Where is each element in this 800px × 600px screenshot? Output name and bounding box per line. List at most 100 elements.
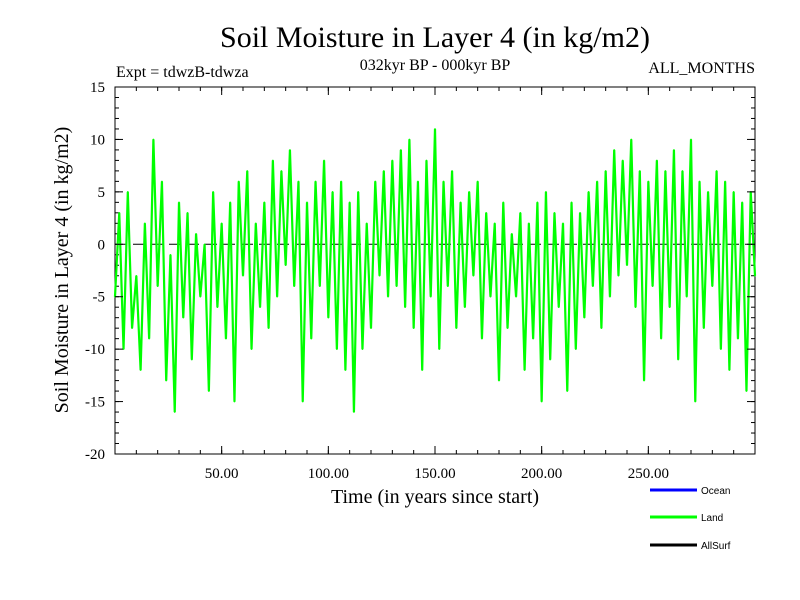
data-point-land [425,159,428,162]
data-point-land [173,411,176,413]
y-tick-label: -5 [93,290,106,306]
data-point-land [216,306,219,309]
data-point-land [613,149,615,151]
data-point-land [412,327,415,329]
data-point-land [728,369,731,371]
data-point-land [455,327,458,329]
data-point-land [485,212,488,214]
data-point-land [651,285,654,288]
data-point-land [528,222,530,225]
data-point-land [724,180,726,183]
data-point-land [400,149,402,151]
data-point-land [301,400,304,403]
data-point-land [566,390,569,392]
data-point-land [319,285,321,288]
data-point-land [545,191,547,193]
data-point-land [165,379,167,382]
data-point-land [703,327,705,329]
data-point-land [451,170,453,172]
data-point-land [395,285,398,288]
data-point-land [575,348,577,350]
data-point-land [711,285,714,288]
y-tick-label: 5 [98,185,106,201]
data-point-land [259,306,261,309]
data-point-land [208,390,210,392]
data-point-land [229,201,231,204]
data-point-land [532,337,534,340]
series-group [113,128,757,413]
data-point-land [191,358,193,361]
data-point-land [127,191,129,193]
x-axis-label: Time (in years since start) [331,486,539,508]
data-point-land [694,400,697,403]
data-point-land [617,274,620,277]
data-point-land [741,201,743,204]
data-point-land [681,170,684,172]
data-point-land [336,348,338,350]
data-point-land [374,180,377,183]
data-point-land [630,138,633,141]
data-point-land [609,295,611,298]
data-point-land [583,316,586,319]
data-point-land [626,264,628,267]
data-point-land [685,295,688,298]
data-point-land [511,233,513,235]
legend-land-label: Land [701,513,723,524]
x-tick-label: 150.00 [414,466,455,482]
data-point-land [250,348,253,350]
data-point-land [289,149,291,151]
data-point-land [421,369,424,371]
chart-title: Soil Moisture in Layer 4 (in kg/m2) [220,21,650,54]
data-point-land [220,222,223,225]
data-point-land [323,159,325,162]
data-point-land [118,212,121,214]
data-point-land [647,180,650,183]
data-point-land [664,170,667,172]
data-point-land [592,285,594,288]
data-point-land [715,170,718,172]
x-tick-label: 250.00 [628,466,669,482]
data-point-land [370,327,372,329]
data-point-land [720,348,722,350]
data-point-land [579,212,581,214]
data-point-land [506,327,509,329]
data-point-land [519,212,522,214]
data-point-land [306,201,308,204]
data-point-land [737,337,739,340]
data-point-land [634,306,637,309]
legend-allsurf-label: AllSurf [701,541,731,552]
data-point-land [225,337,227,340]
data-point-land [387,295,389,298]
y-tick-label: -15 [85,395,105,411]
data-point-land [557,306,560,309]
data-point-land [152,138,155,141]
data-point-land [745,390,748,392]
data-point-land [604,170,607,172]
data-point-land [186,212,189,214]
data-point-land [562,222,564,225]
data-point-land [698,180,701,183]
data-point-land [135,274,138,277]
data-point-land [489,295,492,298]
data-point-land [498,379,500,382]
data-point-land [677,358,679,361]
data-point-land [293,285,296,288]
y-tick-label: -20 [85,447,105,463]
data-point-land [429,295,432,298]
x-tick-label: 200.00 [521,466,562,482]
data-point-land [690,138,692,141]
data-point-land [161,180,163,183]
legend: Ocean Land AllSurf [650,486,731,552]
y-tick-label: 10 [90,132,105,148]
data-point-land [361,348,364,350]
data-point-land [331,191,334,193]
data-point-land [131,327,133,329]
data-point-land [148,337,150,340]
y-tick-label: -10 [85,342,105,358]
data-point-land [169,253,172,256]
data-point-land [668,306,671,309]
data-point-land [404,306,406,309]
data-point-land [596,180,598,183]
data-point-land [263,201,266,204]
data-point-land [515,295,517,298]
